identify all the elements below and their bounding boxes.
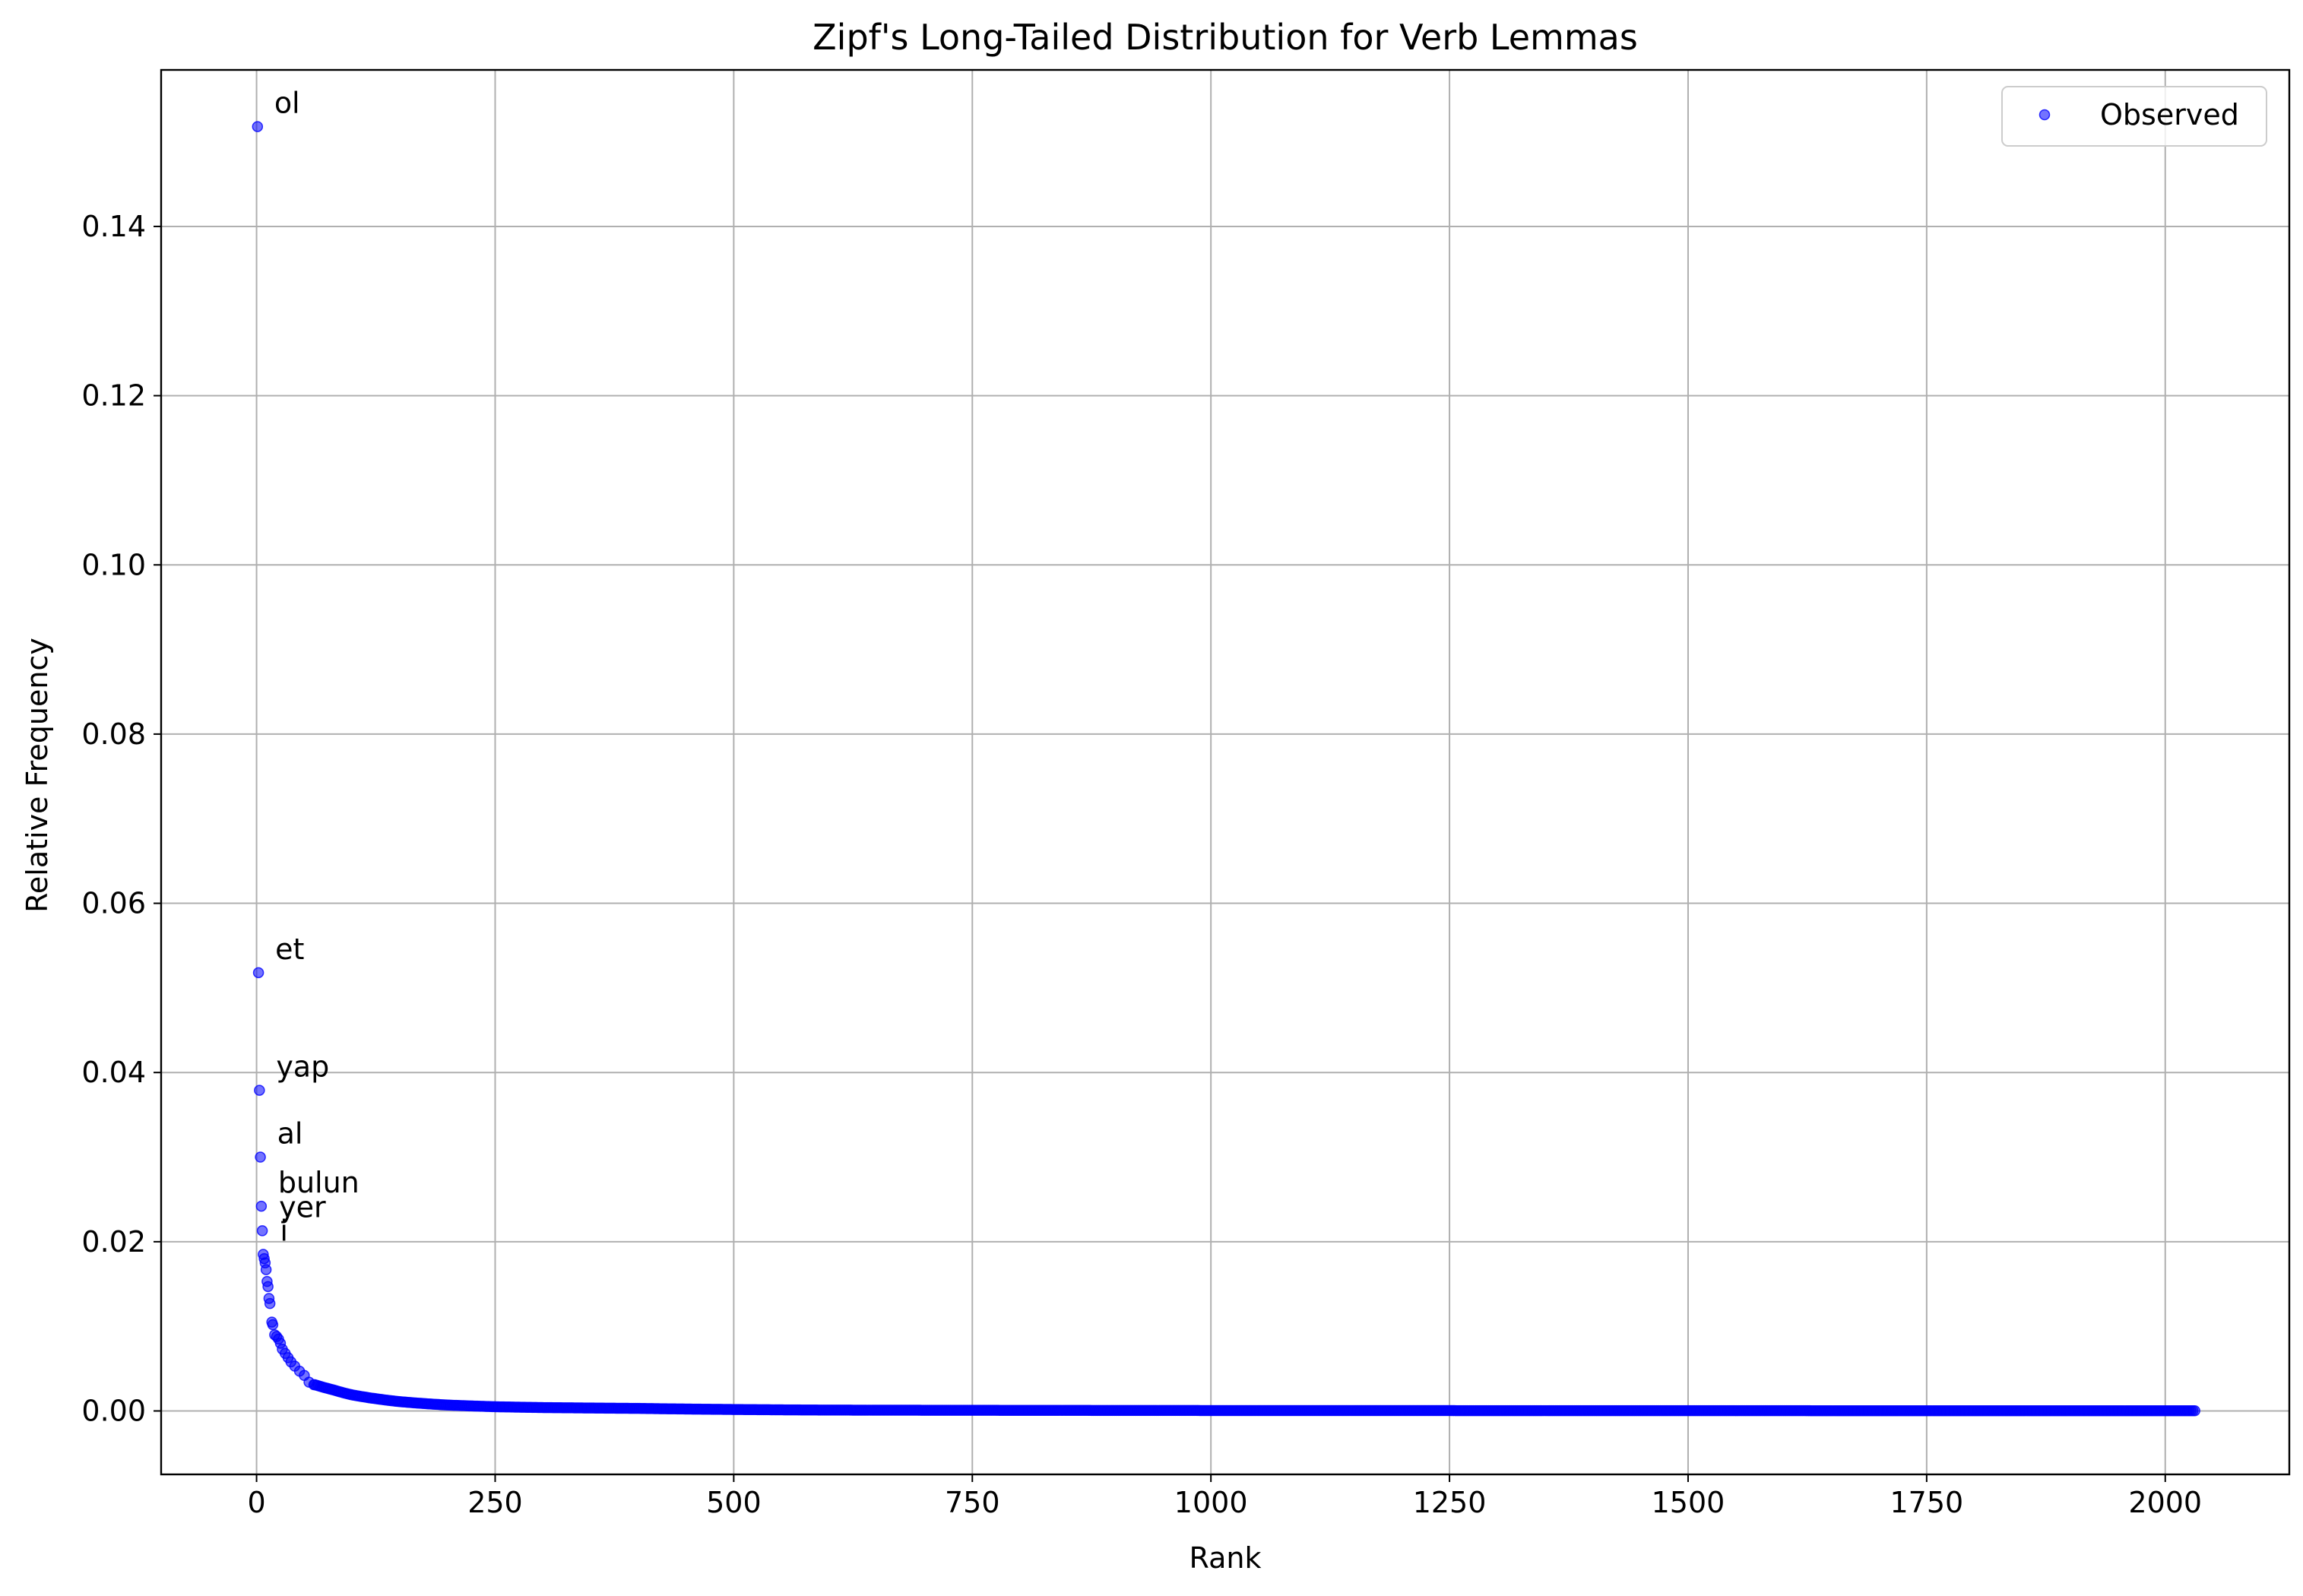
data-point xyxy=(252,121,264,132)
y-tick-label: 0.10 xyxy=(81,548,146,581)
legend-box xyxy=(2001,86,2267,147)
data-point xyxy=(2189,1405,2200,1417)
data-point xyxy=(264,1297,276,1309)
y-tick-label: 0.12 xyxy=(81,379,146,413)
data-point xyxy=(255,1200,268,1212)
data-point xyxy=(260,1264,272,1275)
x-tick-label: 750 xyxy=(945,1486,1000,1519)
y-tick-label: 0.00 xyxy=(81,1395,146,1428)
y-tick-label: 0.02 xyxy=(81,1225,146,1259)
legend-label-observed: Observed xyxy=(2100,98,2239,131)
y-tick-label: 0.06 xyxy=(81,887,146,920)
data-point xyxy=(267,1319,279,1331)
legend-marker xyxy=(2038,109,2051,121)
x-tick-label: 1750 xyxy=(1890,1486,1964,1519)
y-tick-label: 0.14 xyxy=(81,210,146,243)
annotation-label: et xyxy=(275,933,304,966)
data-point xyxy=(255,1151,266,1163)
data-point xyxy=(254,1085,265,1096)
x-tick-label: 500 xyxy=(706,1486,762,1519)
y-tick-label: 0.04 xyxy=(81,1056,146,1089)
data-point xyxy=(256,1225,268,1237)
x-axis-label: Rank xyxy=(1190,1541,1262,1575)
x-tick-label: 0 xyxy=(247,1486,265,1519)
data-point xyxy=(262,1281,274,1293)
legend: Observed xyxy=(2001,86,2267,147)
annotation-label: yap xyxy=(276,1050,329,1084)
ticks-layer: 0 250 500 750 1000 1250 1500 1750 2000 0.00 0.02 0.… xyxy=(81,210,2202,1519)
x-tick-label: 2000 xyxy=(2128,1486,2202,1519)
annotation-label: ol xyxy=(274,87,300,120)
annotation-label: bulun xyxy=(278,1166,360,1199)
x-tick-label: 1250 xyxy=(1413,1486,1487,1519)
x-tick-label: 1500 xyxy=(1652,1486,1725,1519)
annotation-label: al xyxy=(277,1117,303,1151)
annotation-label: yer xyxy=(279,1190,326,1224)
plot-frame xyxy=(160,68,2291,1476)
annotation-label: i xyxy=(280,1214,288,1248)
points-layer xyxy=(252,121,2200,1417)
grid-layer xyxy=(161,70,2289,1474)
x-tick-label: 1000 xyxy=(1174,1486,1248,1519)
y-tick-label: 0.08 xyxy=(81,717,146,751)
y-axis-label: Relative Frequency xyxy=(21,638,54,913)
data-point xyxy=(252,967,265,979)
chart-title: Zipf's Long-Tailed Distribution for Verb… xyxy=(813,17,1638,58)
x-tick-label: 250 xyxy=(467,1486,523,1519)
